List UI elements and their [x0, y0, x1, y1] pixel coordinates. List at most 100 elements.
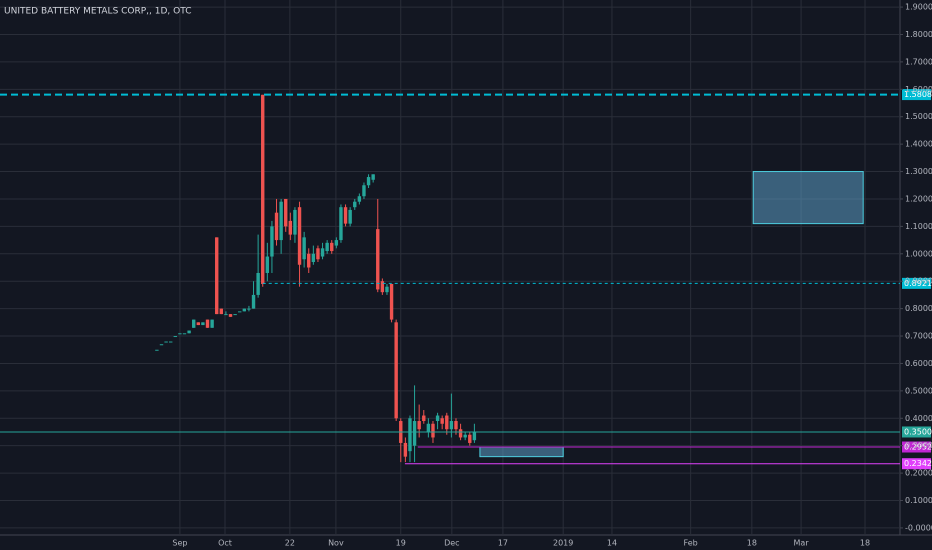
candle-body [307, 253, 311, 268]
grid [0, 0, 900, 535]
candle-body [228, 314, 233, 317]
candle-body [187, 330, 191, 334]
y-tick-label: 0.9000 [905, 277, 932, 286]
candle-body [196, 322, 201, 326]
price-level-tag [902, 441, 931, 453]
candle-body [353, 201, 357, 208]
candle-body [445, 415, 449, 430]
y-tick-label: 1.3000 [905, 167, 932, 176]
candle-body [412, 421, 417, 446]
candle-body [362, 185, 366, 197]
candle-body [440, 418, 444, 424]
candle-body [256, 272, 260, 295]
y-tick-label: 0.1000 [905, 496, 932, 505]
candle-body [219, 308, 224, 315]
x-tick-label: Oct [218, 539, 232, 548]
price-level-tag [902, 458, 931, 470]
x-tick-label: 19 [396, 539, 406, 548]
y-tick-label: 1.4000 [905, 140, 932, 149]
candle-body [380, 281, 385, 293]
candle-body [389, 283, 394, 320]
zone [479, 446, 564, 458]
candle-body [366, 177, 371, 186]
candle-body [463, 434, 467, 438]
candle-body [192, 319, 196, 328]
candle-body [279, 201, 283, 241]
candle-body [261, 94, 265, 284]
candle-body [472, 431, 477, 441]
candle-body [270, 226, 274, 257]
price-level-label: 0.2342 [904, 459, 932, 468]
candle-body [164, 341, 168, 343]
price-level-label: 1.5808 [904, 90, 932, 99]
candle-body [293, 209, 297, 235]
chart-title: UNITED BATTERY METALS CORP,, 1D, OTC [4, 7, 191, 17]
price-level-label: 0.2952 [904, 443, 932, 452]
candle-body [159, 344, 164, 346]
candle-body [458, 429, 463, 438]
candle-body [449, 421, 454, 430]
candle-body [403, 442, 408, 457]
candle-body [343, 207, 348, 224]
candle-body [371, 174, 375, 180]
candle-body [288, 220, 293, 235]
candle-body [205, 319, 210, 328]
candle-body [311, 253, 316, 263]
x-tick-label: 18 [747, 539, 757, 548]
candle-body [426, 423, 431, 432]
y-tick-label: 0.8000 [905, 304, 932, 313]
candle-body [210, 319, 214, 328]
y-tick-label: 0.2000 [905, 469, 932, 478]
x-tick-label: 17 [498, 539, 508, 548]
y-tick-label: 0.7000 [905, 332, 932, 341]
candle-body [339, 207, 343, 241]
y-tick-label: 1.6000 [905, 85, 932, 94]
x-tick-label: Sep [172, 539, 187, 548]
candle-body [408, 418, 412, 452]
y-tick-label: 1.2000 [905, 194, 932, 203]
x-tick-label: 22 [285, 539, 295, 548]
candle-body [422, 415, 426, 422]
candle-body [233, 314, 237, 316]
y-tick-label: 0.5000 [905, 386, 932, 395]
candle-body [348, 209, 352, 224]
candle-body [325, 242, 329, 252]
candle-body [242, 308, 247, 312]
axes: 1.9000 1.8000 1.7000 1.6000 1.5000 1.4000 1.30… [172, 3, 932, 548]
candle-body [431, 423, 435, 438]
x-tick-label: Dec [444, 539, 459, 548]
candle-body [178, 333, 182, 335]
candle-body [201, 322, 205, 326]
candle-body [247, 308, 251, 310]
price-level-label: 0.8921 [904, 279, 932, 288]
zone [752, 171, 864, 225]
candle-body [155, 349, 159, 351]
y-tick-label: 1.9000 [905, 3, 932, 12]
price-level-tag [902, 426, 931, 438]
candle-body [238, 311, 242, 313]
x-tick-label: 14 [607, 539, 617, 548]
y-tick-label: 1.1000 [905, 222, 932, 231]
candle-body [182, 333, 187, 335]
y-tick-label: 1.0000 [905, 249, 932, 258]
candle-body [297, 207, 302, 265]
price-level-label: 0.3500 [904, 427, 932, 436]
candle-body [435, 415, 440, 422]
y-tick-label: -0.0000 [905, 523, 932, 532]
candle-body [330, 242, 334, 252]
candle-body [274, 212, 279, 241]
candle-body [224, 314, 228, 316]
y-tick-label: 0.6000 [905, 359, 932, 368]
x-tick-label: Mar [794, 539, 810, 548]
candle-body [265, 256, 270, 273]
candle-body [284, 198, 288, 227]
candle-body [173, 336, 178, 338]
candle-body [394, 322, 398, 419]
x-tick-label: 18 [860, 539, 870, 548]
x-tick-label: 2019 [553, 539, 573, 548]
y-tick-label: 0.4000 [905, 414, 932, 423]
x-tick-label: Nov [328, 539, 344, 548]
